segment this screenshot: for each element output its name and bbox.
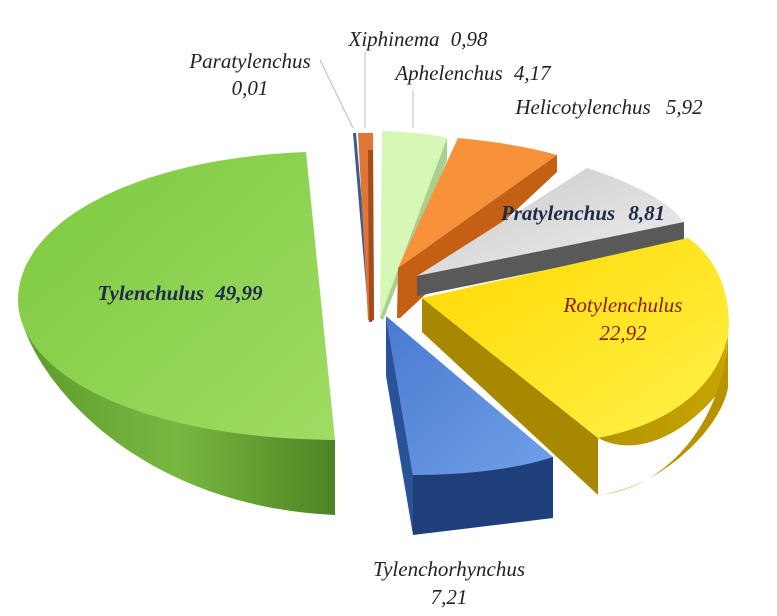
- slice-tylenchorhynchus: [386, 316, 553, 535]
- label-paratylenchus: Paratylenchus: [188, 49, 310, 73]
- label-xiphinema: Xiphinema 0,98: [348, 27, 488, 51]
- slice-aphelenchus: [380, 131, 447, 320]
- label-tylenchulus-name: Tylenchulus: [97, 281, 204, 305]
- label-paratylenchus-name: Paratylenchus: [188, 49, 310, 73]
- label-helicotylenchus-value: 5,92: [666, 95, 703, 119]
- label-tylenchulus-value: 49,99: [214, 281, 263, 305]
- label-paratylenchus-value: 0,01: [232, 76, 269, 100]
- label-xiphinema-name: Xiphinema: [348, 27, 440, 51]
- label-rotylenchulus-value: 22,92: [599, 321, 647, 345]
- label-pratylenchus: Pratylenchus 8,81: [500, 201, 665, 225]
- label-tylenchulus: Tylenchulus 49,99: [97, 281, 263, 305]
- leader-line-paratylenchus: [319, 59, 354, 129]
- label-aphelenchus-value: 4,17: [514, 61, 552, 85]
- label-pratylenchus-name: Pratylenchus: [500, 201, 615, 225]
- label-aphelenchus-name: Aphelenchus: [393, 61, 502, 85]
- slice-pratylenchus: [417, 168, 684, 296]
- slice-tylenchulus: [18, 152, 335, 515]
- label-pratylenchus-value: 8,81: [628, 201, 665, 225]
- slice-xiphinema: [358, 133, 374, 322]
- label-tylenchorhynchus-value: 7,21: [431, 585, 468, 609]
- label-helicotylenchus-name: Helicotylenchus: [514, 95, 650, 119]
- label-helicotylenchus: Helicotylenchus 5,92: [514, 95, 703, 119]
- label-xiphinema-value: 0,98: [451, 27, 488, 51]
- label-rotylenchulus: Rotylenchulus: [563, 293, 683, 317]
- slice-rotylenchulus: [422, 238, 729, 495]
- label-aphelenchus: Aphelenchus 4,17: [393, 61, 552, 85]
- label-tylenchorhynchus: Tylenchorhynchus: [373, 557, 525, 581]
